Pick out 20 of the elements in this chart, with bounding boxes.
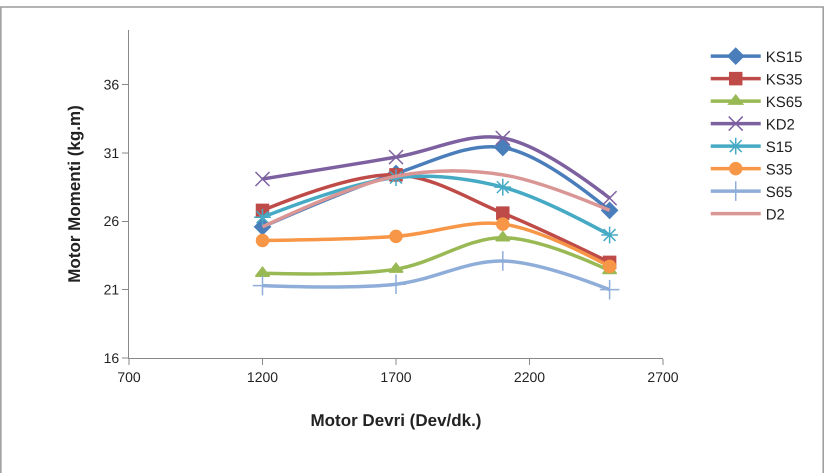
y-tick-label: 31	[104, 144, 120, 161]
y-tick-label: 26	[104, 213, 120, 230]
x-tick-label: 2700	[647, 368, 679, 385]
y-tick-label: 36	[104, 76, 120, 93]
legend-label: S65	[766, 184, 792, 201]
legend-label: KS35	[766, 71, 802, 88]
y-axis-title: Motor Momenti (kg.m)	[65, 105, 84, 283]
x-tick-label: 1200	[246, 368, 278, 385]
x-tick-label: 1700	[380, 368, 412, 385]
x-axis-title: Motor Devri (Dev/dk.)	[310, 411, 482, 430]
legend-label: S35	[766, 161, 792, 178]
legend-label: S15	[766, 138, 792, 156]
legend-label: D2	[766, 206, 785, 224]
legend-label: KS15	[766, 48, 802, 66]
legend-label: KS65	[766, 94, 802, 111]
x-tick-label: 700	[117, 368, 141, 385]
y-tick-label: 21	[104, 282, 120, 298]
y-tick-label: 16	[104, 350, 120, 366]
x-tick-label: 2200	[514, 368, 546, 385]
legend-label: KD2	[766, 116, 795, 134]
